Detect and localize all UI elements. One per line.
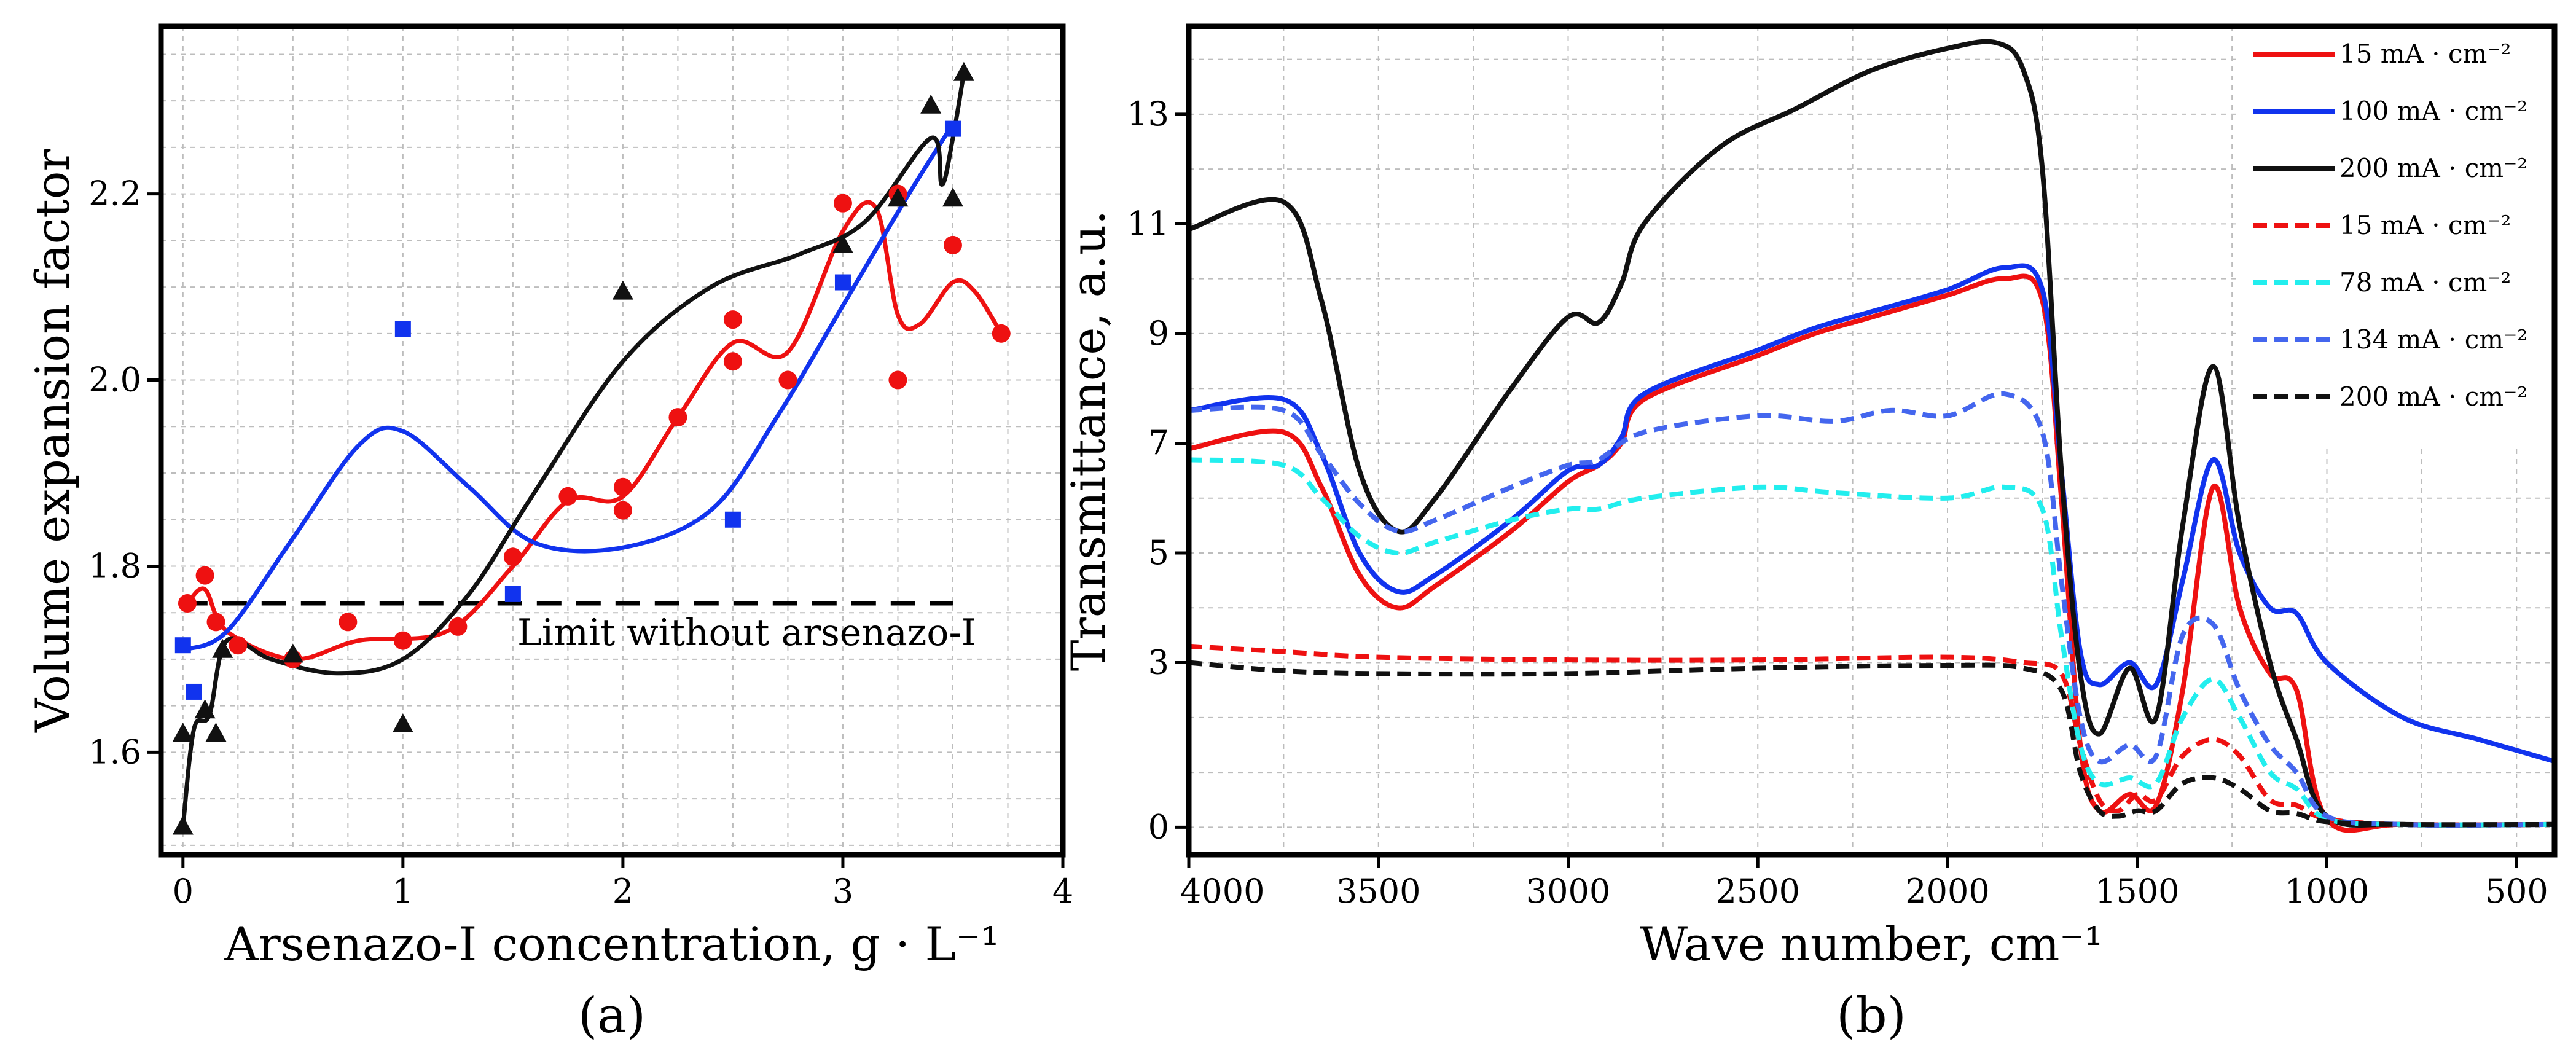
- panel-a-point-red: [723, 352, 742, 371]
- panel-a-ticks: 0 1 2 3 4 1.6 1.8 2.0 2.2: [88, 174, 1073, 911]
- panel-b-series-line: [1188, 391, 2555, 828]
- panel-b-y-tick-label: 13: [1127, 95, 1169, 133]
- panel-a-point-black: [282, 643, 303, 663]
- legend-label: 200 mA · cm⁻²: [2339, 382, 2527, 412]
- panel-b-y-tick-label: 9: [1148, 314, 1169, 353]
- panel-a: 0 1 2 3 4 1.6 1.8 2.0 2.2 Limit without arsenazo…: [25, 23, 1073, 1044]
- legend-label: 100 mA · cm⁻²: [2339, 96, 2527, 126]
- panel-a-frame: [158, 23, 1066, 858]
- panel-b-x-axis-label: Wave number, cm⁻¹: [1640, 917, 2103, 971]
- legend-label: 78 mA · cm⁻²: [2339, 267, 2511, 297]
- panel-a-point-black: [942, 187, 963, 207]
- panel-a-point-red: [833, 194, 852, 213]
- panel-b-series-line: [1188, 263, 2556, 764]
- panel-b-x-tick-label: 4000: [1180, 872, 1264, 911]
- panel-a-point-black: [953, 61, 974, 81]
- panel-b-y-tick-label: 7: [1148, 423, 1169, 462]
- panel-a-point-red: [393, 631, 412, 650]
- panel-a-fit-red: [186, 200, 1003, 662]
- panel-b-plot: [1188, 39, 2556, 833]
- panel-b-y-tick-label: 0: [1148, 807, 1169, 846]
- panel-b: 4000 3500 3000 2500 2000 1500 1000 500 0 3 5 7 9 11 13…: [1061, 23, 2558, 1044]
- panel-a-point-black: [212, 638, 233, 658]
- panel-a-point-red: [178, 594, 197, 613]
- panel-a-point-red: [992, 324, 1011, 343]
- panel-b-series-line: [1188, 273, 2555, 833]
- panel-b-label: (b): [1836, 987, 1906, 1044]
- panel-a-x-tick-label: 1: [393, 872, 413, 911]
- panel-b-y-tick-label: 11: [1127, 204, 1169, 243]
- panel-b-y-tick-label: 3: [1148, 643, 1169, 682]
- panel-b-frame: [1186, 23, 2558, 858]
- panel-a-point-red: [558, 487, 577, 506]
- panel-b-series-line: [1188, 457, 2555, 828]
- panel-b-x-tick-label: 2000: [1905, 872, 1989, 911]
- panel-a-point-blue: [944, 120, 961, 137]
- panel-a-point-red: [888, 370, 907, 390]
- panel-a-x-tick-label: 0: [173, 872, 194, 911]
- panel-a-point-red: [778, 370, 797, 390]
- panel-a-point-red: [503, 547, 522, 566]
- panel-a-point-black: [920, 94, 942, 114]
- panel-b-ticks: 4000 3500 3000 2500 2000 1500 1000 500 0 3 5 7 9 11 13: [1127, 95, 2548, 911]
- panel-a-point-red: [943, 235, 962, 254]
- legend-label: 15 mA · cm⁻²: [2339, 39, 2511, 69]
- panel-a-point-black: [205, 723, 227, 742]
- panel-a-point-red: [339, 613, 358, 632]
- panel-b-x-tick-label: 2500: [1716, 872, 1800, 911]
- panel-a-grid: [161, 26, 1063, 855]
- panel-a-x-axis-label: Arsenazo-I concentration, g · L⁻¹: [224, 917, 999, 971]
- panel-a-y-tick-label: 2.0: [88, 361, 141, 399]
- panel-a-fit-blue: [182, 123, 955, 652]
- panel-a-plot: [172, 61, 1011, 835]
- panel-a-point-red: [195, 566, 214, 585]
- panel-a-point-red: [613, 501, 632, 520]
- panel-a-point-blue: [186, 683, 202, 700]
- panel-a-point-blue: [724, 511, 741, 528]
- panel-a-fit-black: [181, 72, 966, 827]
- panel-a-point-blue: [174, 637, 191, 654]
- panel-a-reference-label: Limit without arsenazo-I: [517, 611, 976, 654]
- panel-a-point-red: [668, 408, 687, 427]
- panel-b-series-line: [1188, 643, 2555, 828]
- panel-a-point-black: [392, 713, 413, 732]
- panel-b-x-tick-label: 500: [2485, 872, 2548, 911]
- legend-label: 15 mA · cm⁻²: [2339, 210, 2511, 240]
- panel-a-point-blue: [394, 321, 411, 337]
- panel-a-y-axis-label: Volume expansion factor: [25, 149, 80, 733]
- panel-a-y-tick-label: 2.2: [88, 174, 141, 213]
- legend-box: [2236, 29, 2551, 447]
- panel-a-point-black: [887, 187, 909, 207]
- panel-a-point-red: [229, 636, 248, 655]
- panel-a-x-tick-label: 3: [832, 872, 853, 911]
- panel-b-y-axis-label: Transmittance, a.u.: [1061, 210, 1116, 671]
- panel-a-point-black: [832, 233, 853, 253]
- panel-a-point-red: [448, 617, 468, 636]
- panel-a-point-blue: [504, 586, 521, 602]
- panel-a-point-black: [172, 815, 194, 835]
- legend-label: 200 mA · cm⁻²: [2339, 153, 2527, 183]
- panel-a-point-blue: [834, 274, 851, 291]
- panel-b-y-tick-label: 5: [1148, 533, 1169, 572]
- panel-a-point-red: [613, 477, 632, 496]
- panel-a-label: (a): [578, 987, 646, 1044]
- panel-a-y-tick-label: 1.6: [88, 732, 141, 771]
- panel-b-legend: 15 mA · cm⁻² 100 mA · cm⁻² 200 mA · cm⁻² 15…: [2236, 29, 2551, 447]
- panel-a-point-black: [172, 723, 194, 742]
- panel-a-point-red: [206, 613, 225, 632]
- panel-b-x-tick-label: 1000: [2285, 872, 2369, 911]
- legend-label: 134 mA · cm⁻²: [2339, 324, 2527, 355]
- panel-b-x-tick-label: 3500: [1336, 872, 1420, 911]
- panel-a-point-black: [612, 280, 633, 300]
- panel-b-x-tick-label: 1500: [2095, 872, 2179, 911]
- panel-a-point-black: [194, 699, 216, 719]
- panel-a-x-tick-label: 2: [613, 872, 633, 911]
- panel-b-x-tick-label: 3000: [1526, 872, 1610, 911]
- panel-b-series-line: [1188, 39, 2555, 828]
- panel-a-x-tick-label: 4: [1052, 872, 1073, 911]
- panel-b-series-line: [1188, 660, 2555, 828]
- panel-a-point-red: [723, 310, 742, 329]
- panel-a-y-tick-label: 1.8: [88, 546, 141, 585]
